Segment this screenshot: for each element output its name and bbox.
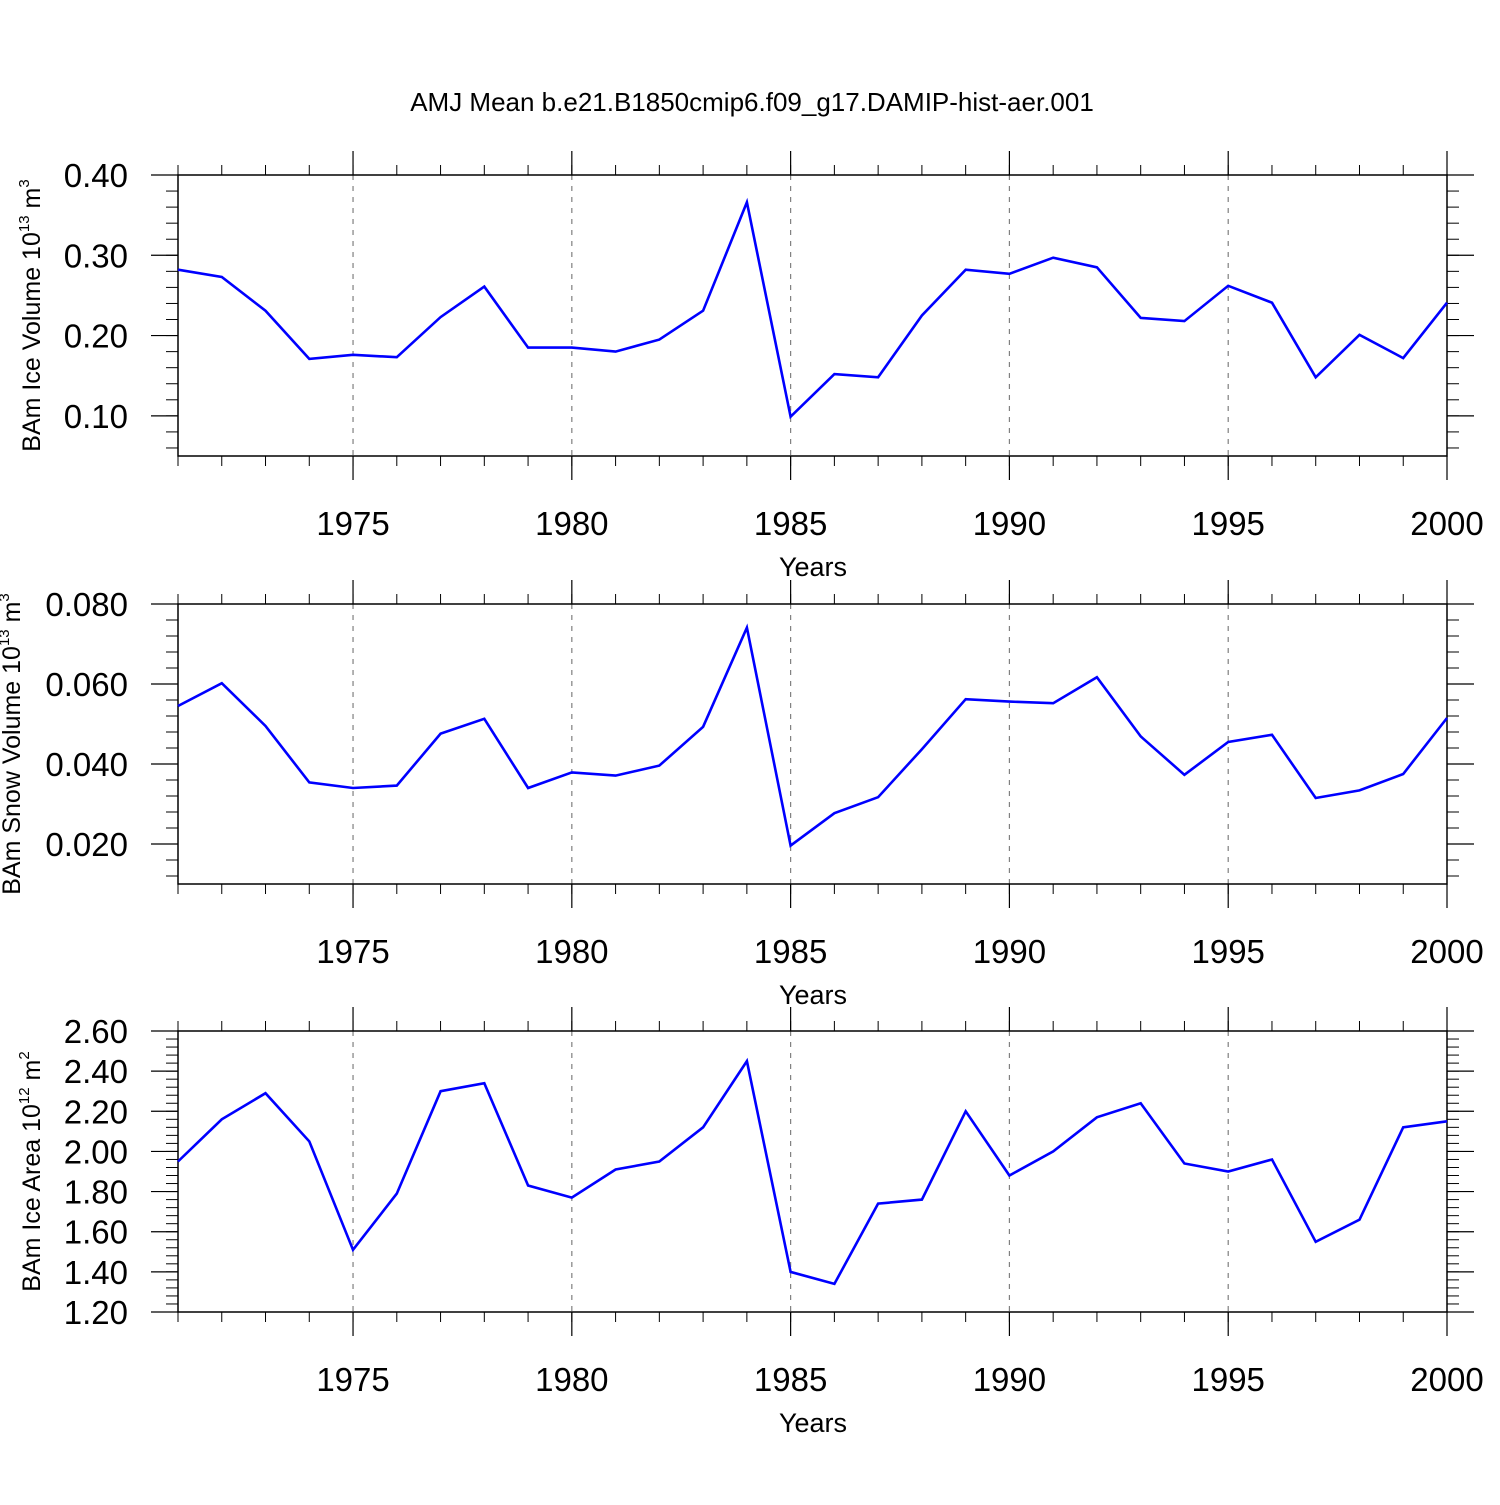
y-tick-label: 0.080 — [45, 586, 128, 623]
y-tick-label: 0.20 — [64, 318, 128, 355]
x-tick-label: 1975 — [316, 933, 389, 970]
x-tick-label: 1995 — [1191, 1361, 1264, 1398]
y-tick-label: 2.40 — [64, 1053, 128, 1090]
y-tick-label: 2.20 — [64, 1093, 128, 1130]
x-tick-label: 1995 — [1191, 505, 1264, 542]
y-tick-label: 1.20 — [64, 1294, 128, 1331]
chart-panel-3: 1975 1980 1985 1990 1995 2000 1.201.401.601.80… — [16, 1007, 1484, 1438]
data-series-line — [177, 197, 1449, 420]
y-axis-title: BAm Ice Volume 1013 m3 — [16, 179, 46, 451]
chart-title: AMJ Mean b.e21.B1850cmip6.f09_g17.DAMIP-… — [410, 87, 1094, 117]
x-tick-label: 2000 — [1410, 505, 1483, 542]
y-tick-label: 1.60 — [64, 1214, 128, 1251]
y-tick-label: 2.00 — [64, 1133, 128, 1170]
x-tick-label: 1990 — [973, 933, 1046, 970]
y-tick-label: 0.060 — [45, 666, 128, 703]
y-tick-label: 0.30 — [64, 237, 128, 274]
x-axis-title: Years — [779, 552, 847, 582]
x-tick-label: 1975 — [316, 505, 389, 542]
y-tick-label: 0.040 — [45, 746, 128, 783]
y-axis-title: BAm Ice Area 1012 m2 — [16, 1051, 46, 1291]
y-tick-label: 1.40 — [64, 1254, 128, 1291]
x-axis-title: Years — [779, 980, 847, 1010]
plot-frame — [177, 174, 1448, 457]
y-tick-label: 0.10 — [64, 398, 128, 435]
data-series-line — [177, 623, 1449, 848]
x-tick-label: 1985 — [754, 1361, 827, 1398]
x-tick-label: 1990 — [973, 1361, 1046, 1398]
x-tick-label: 1995 — [1191, 933, 1264, 970]
x-tick-label: 1980 — [535, 933, 608, 970]
x-tick-label: 1980 — [535, 1361, 608, 1398]
x-tick-label: 1990 — [973, 505, 1046, 542]
x-axis-title: Years — [779, 1408, 847, 1438]
data-series-line — [177, 1057, 1448, 1286]
x-tick-label: 1975 — [316, 1361, 389, 1398]
y-tick-label: 2.60 — [64, 1013, 128, 1050]
x-tick-label: 1985 — [754, 505, 827, 542]
chart-panel-1: 1975 1980 1985 1990 1995 2000 0.10 0.20 0.30 0.40… — [16, 151, 1484, 582]
x-tick-label: 1985 — [754, 933, 827, 970]
y-axis-title: BAm Snow Volume 1013 m3 — [0, 593, 26, 895]
x-tick-label: 2000 — [1410, 933, 1483, 970]
y-tick-label: 1.80 — [64, 1174, 128, 1211]
y-tick-label: 0.40 — [64, 157, 128, 194]
plot-frame — [177, 603, 1448, 885]
x-tick-label: 2000 — [1410, 1361, 1483, 1398]
plot-frame — [177, 1030, 1448, 1313]
x-tick-label: 1980 — [535, 505, 608, 542]
y-tick-label: 0.020 — [45, 826, 128, 863]
chart-panel-2: 1975 1980 1985 1990 1995 2000 0.020 0.040 0.060 0… — [0, 580, 1484, 1010]
